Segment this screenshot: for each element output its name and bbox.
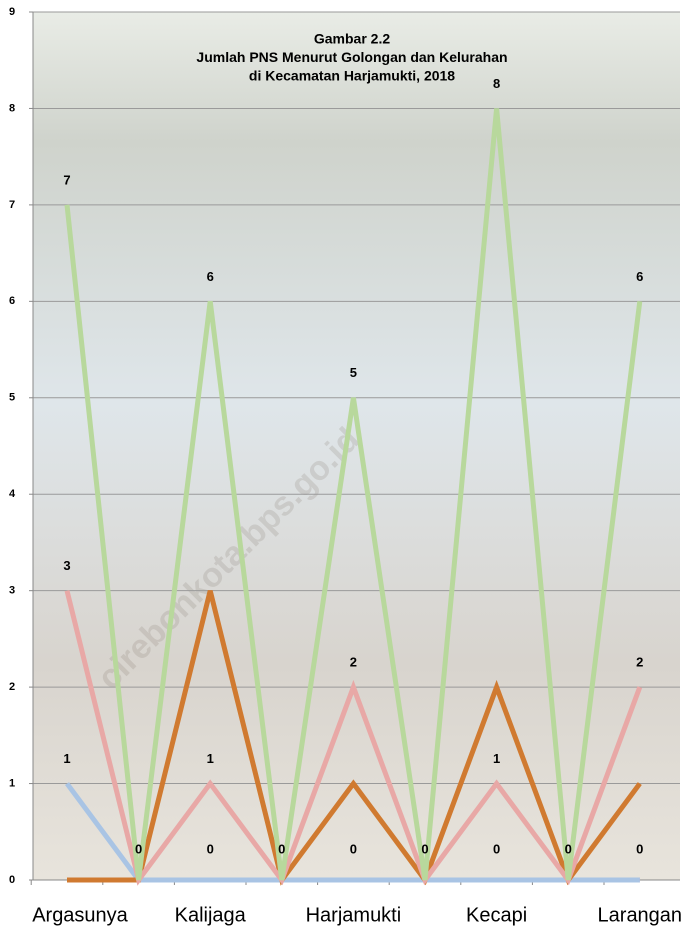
- y-tick-label: 9: [9, 6, 15, 18]
- chart-title: di Kecamatan Harjamukti, 2018: [249, 68, 455, 84]
- y-tick-label: 2: [9, 681, 15, 693]
- series-line: [64, 108, 643, 881]
- y-tick-label: 5: [9, 392, 15, 404]
- data-label: 0: [135, 841, 142, 856]
- data-label: 2: [636, 655, 643, 670]
- y-tick-label: 8: [9, 102, 15, 114]
- y-tick-label: 6: [9, 295, 15, 307]
- data-label: 0: [493, 841, 500, 856]
- data-label: 1: [493, 751, 500, 766]
- data-label: 0: [350, 841, 357, 856]
- x-tick-label: Argasunya: [32, 904, 128, 926]
- y-tick-label: 4: [9, 488, 16, 500]
- data-label: 7: [63, 172, 70, 187]
- x-tick-label: Harjamukti: [306, 904, 402, 926]
- data-label: 0: [278, 841, 285, 856]
- plot-background: [33, 12, 680, 880]
- data-label: 3: [63, 558, 70, 573]
- data-label: 6: [636, 269, 643, 284]
- x-tick-label: Kecapi: [466, 904, 527, 926]
- data-label: 5: [350, 365, 357, 380]
- series-line: [64, 590, 643, 886]
- y-tick-label: 1: [9, 777, 15, 789]
- y-tick-label: 0: [9, 874, 15, 886]
- data-label: 2: [350, 655, 357, 670]
- data-label: 1: [63, 751, 70, 766]
- data-label: 0: [636, 841, 643, 856]
- data-label: 8: [493, 76, 500, 91]
- data-label: 0: [421, 841, 428, 856]
- y-tick-label: 3: [9, 585, 15, 597]
- y-tick-label: 7: [9, 199, 15, 211]
- series-line: [64, 782, 640, 883]
- data-label: 0: [565, 841, 572, 856]
- data-label: 1: [207, 751, 214, 766]
- x-tick-label: Larangan: [598, 904, 683, 926]
- chart-title: Jumlah PNS Menurut Golongan dan Keluraha…: [196, 49, 507, 65]
- x-tick-label: Kalijaga: [175, 904, 247, 926]
- chart-title: Gambar 2.2: [314, 31, 390, 47]
- series-line: [67, 590, 642, 886]
- data-label: 0: [207, 841, 214, 856]
- data-label: 6: [207, 269, 214, 284]
